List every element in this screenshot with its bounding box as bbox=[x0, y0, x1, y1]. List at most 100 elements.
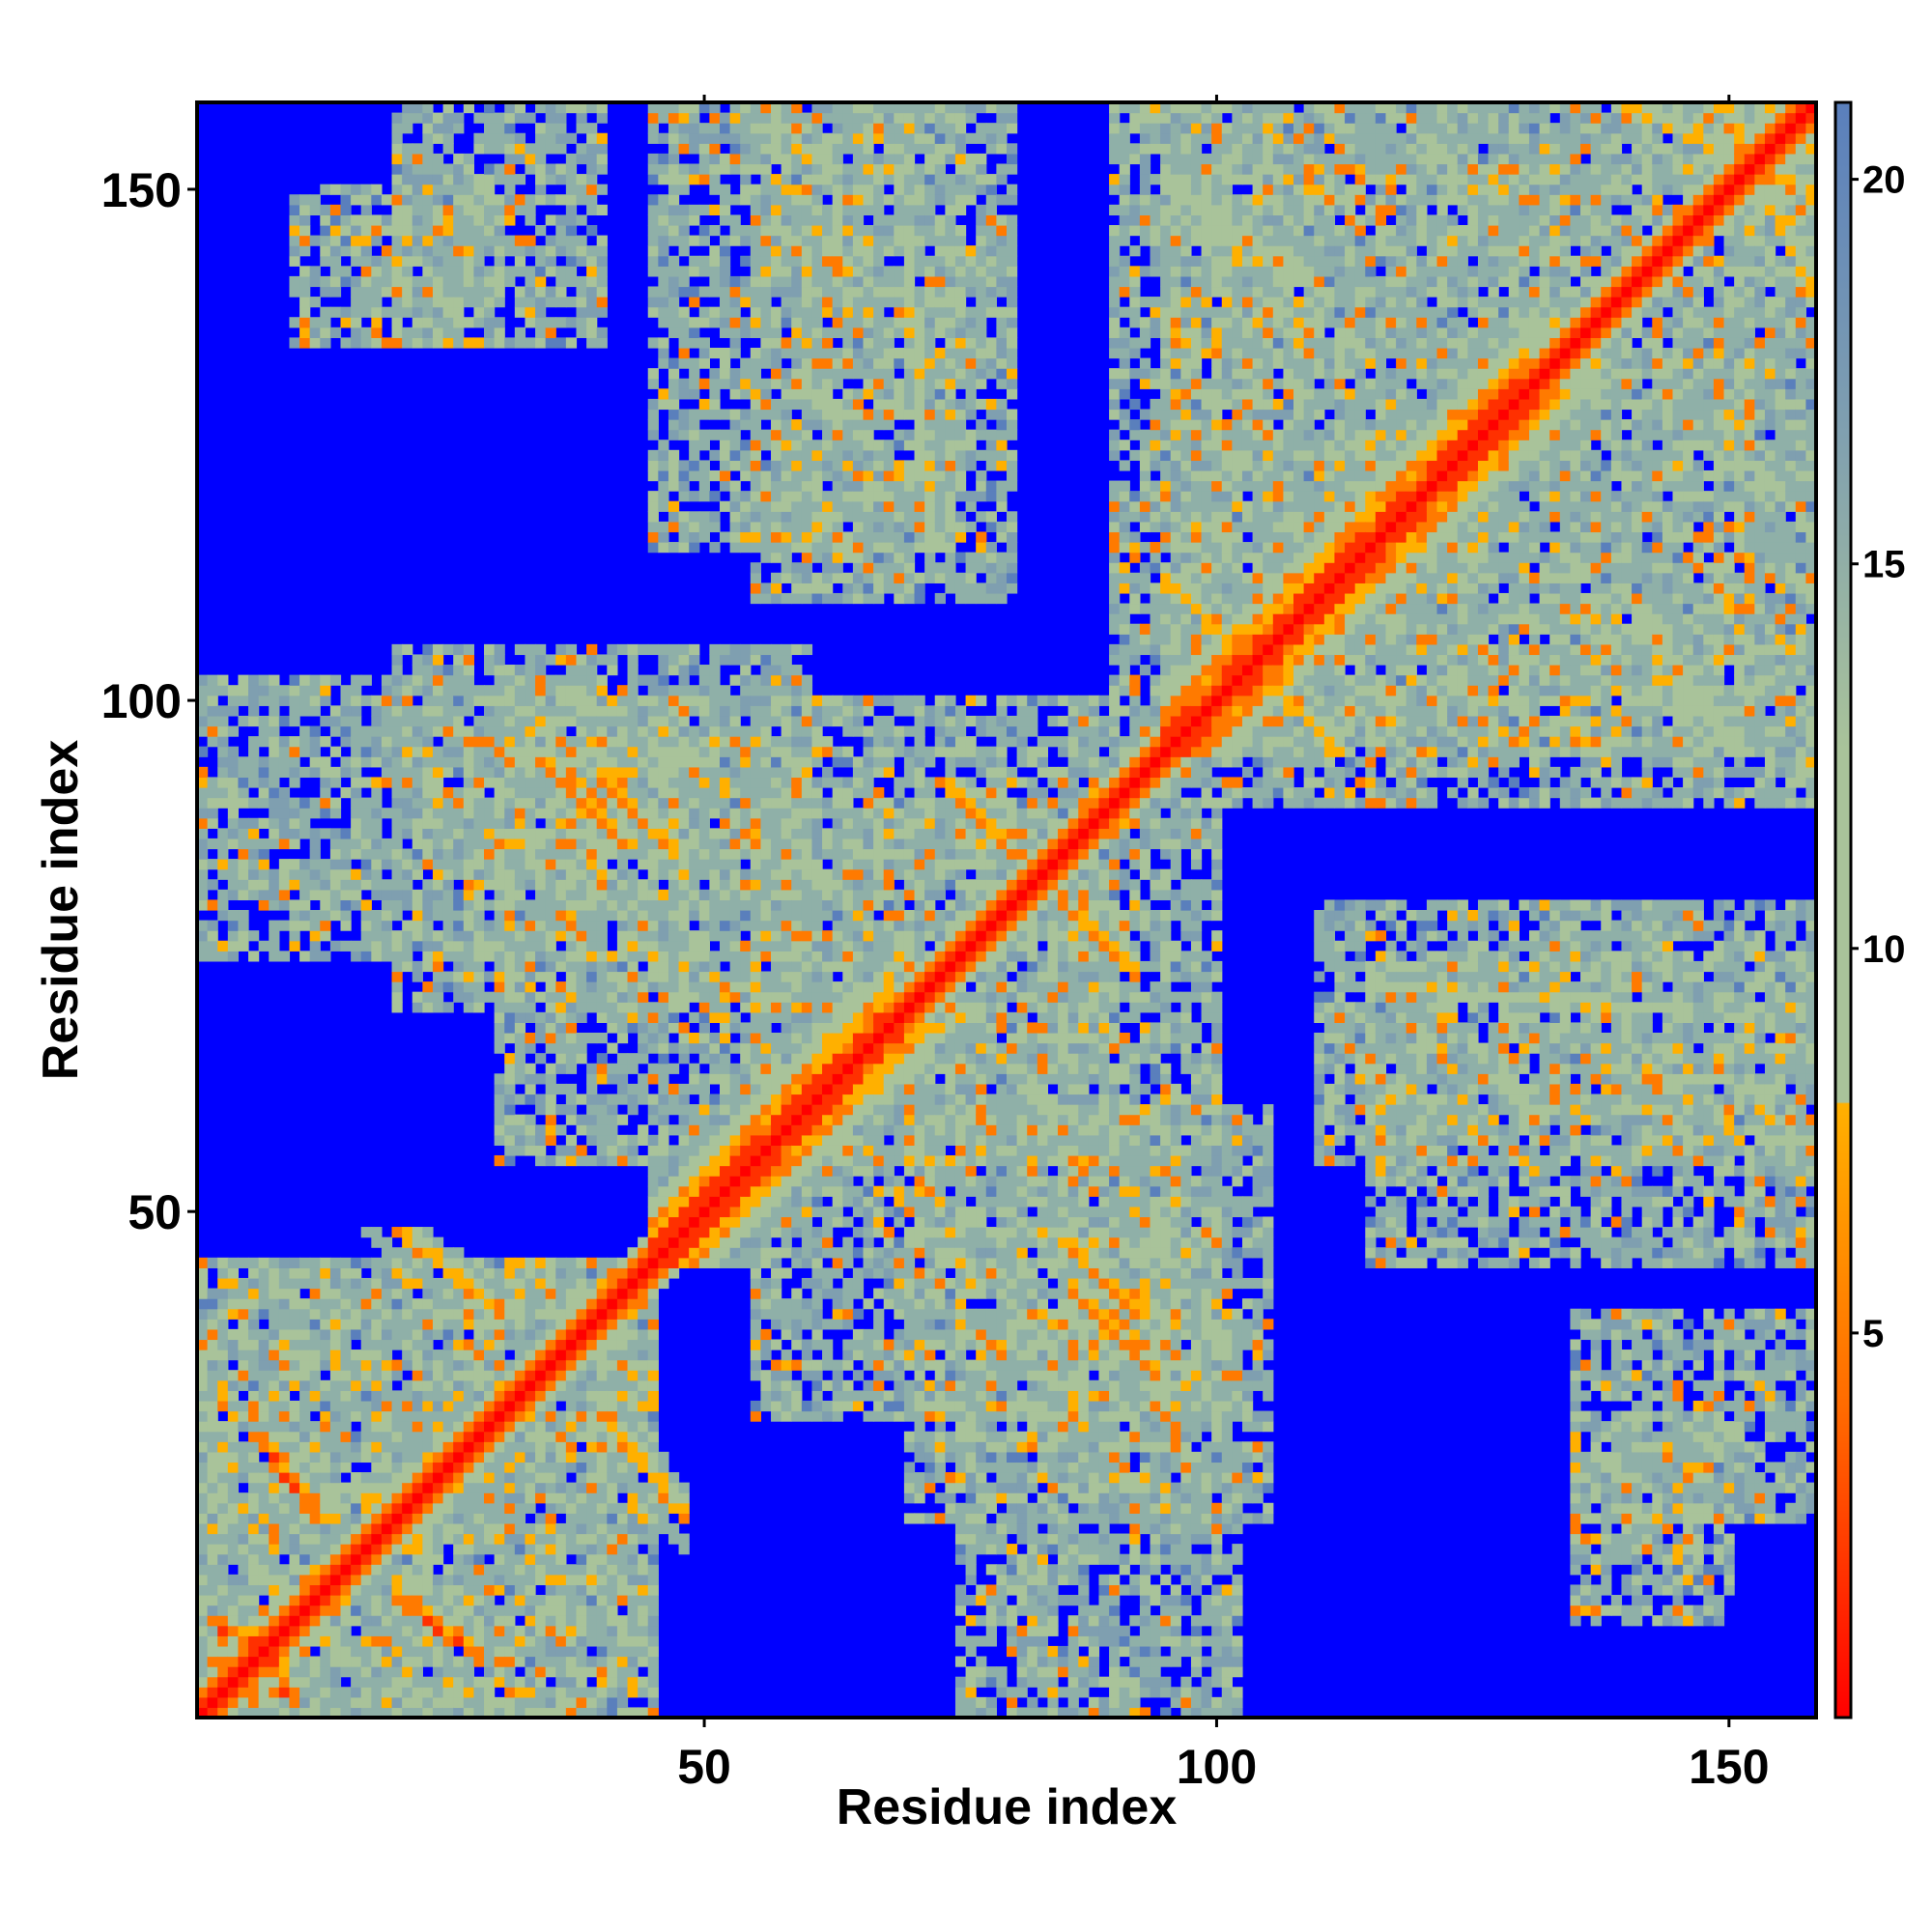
heatmap-cell bbox=[514, 1319, 526, 1330]
heatmap-cell bbox=[729, 868, 741, 880]
heatmap-cell bbox=[586, 1635, 598, 1647]
heatmap-cell bbox=[351, 1656, 362, 1667]
heatmap-cell bbox=[596, 1513, 608, 1524]
heatmap-cell bbox=[320, 777, 331, 788]
heatmap-cell bbox=[269, 951, 280, 962]
heatmap-cell bbox=[432, 224, 444, 237]
heatmap-cell bbox=[750, 102, 762, 114]
heatmap-cell bbox=[494, 910, 505, 922]
heatmap-cell bbox=[217, 1687, 229, 1698]
heatmap-cell bbox=[668, 859, 680, 870]
heatmap-cell bbox=[422, 1584, 434, 1596]
heatmap-cell bbox=[463, 1257, 475, 1268]
heatmap-cell bbox=[269, 828, 280, 839]
heatmap-cell bbox=[750, 1236, 762, 1248]
heatmap-cell bbox=[750, 123, 762, 134]
heatmap-cell bbox=[555, 1584, 567, 1596]
heatmap-cell bbox=[596, 1319, 608, 1330]
heatmap-cell bbox=[248, 705, 260, 717]
heatmap-cell bbox=[412, 153, 423, 165]
heatmap-cell bbox=[238, 1350, 249, 1361]
heatmap-cell bbox=[709, 1206, 721, 1218]
heatmap-cell bbox=[217, 1328, 229, 1341]
heatmap-cell bbox=[432, 715, 444, 727]
heatmap-cell bbox=[545, 1410, 556, 1422]
heatmap-cell bbox=[607, 1124, 618, 1136]
heatmap-cell bbox=[340, 899, 352, 911]
heatmap-cell bbox=[269, 879, 280, 891]
heatmap-cell bbox=[320, 245, 331, 257]
heatmap-cell bbox=[678, 531, 690, 543]
heatmap-cell bbox=[484, 1595, 496, 1606]
heatmap-cell bbox=[494, 808, 505, 819]
heatmap-cell bbox=[616, 1379, 629, 1391]
heatmap-cell bbox=[678, 460, 690, 471]
heatmap-cell bbox=[709, 665, 721, 676]
heatmap-cell bbox=[698, 1011, 710, 1023]
heatmap-cell bbox=[422, 184, 434, 195]
heatmap-cell bbox=[740, 940, 752, 952]
heatmap-cell bbox=[750, 725, 762, 737]
heatmap-cell bbox=[565, 879, 578, 891]
heatmap-cell bbox=[197, 859, 209, 870]
heatmap-cell bbox=[473, 991, 485, 1003]
heatmap-cell bbox=[197, 1319, 209, 1330]
heatmap-cell bbox=[248, 1645, 260, 1658]
heatmap-cell bbox=[678, 1165, 690, 1177]
heatmap-cell bbox=[391, 1645, 403, 1658]
heatmap-cell bbox=[329, 306, 342, 318]
heatmap-cell bbox=[525, 1359, 536, 1371]
heatmap-cell bbox=[340, 214, 352, 226]
heatmap-cell bbox=[545, 1277, 556, 1290]
heatmap-cell bbox=[596, 797, 608, 809]
heatmap-cell bbox=[658, 1462, 669, 1473]
heatmap-cell bbox=[289, 1308, 300, 1320]
heatmap-cell bbox=[320, 828, 331, 839]
heatmap-cell bbox=[627, 1431, 639, 1442]
heatmap-cell bbox=[668, 971, 680, 982]
heatmap-cell bbox=[360, 808, 372, 819]
heatmap-cell bbox=[760, 1370, 772, 1381]
heatmap-cell bbox=[627, 991, 639, 1003]
heatmap-cell bbox=[545, 132, 556, 144]
heatmap-cell bbox=[719, 787, 731, 799]
heatmap-cell bbox=[698, 266, 710, 277]
heatmap-cell bbox=[596, 1288, 608, 1299]
heatmap-cell bbox=[709, 102, 721, 114]
heatmap-cell bbox=[289, 920, 300, 931]
heatmap-cell bbox=[412, 1359, 423, 1371]
heatmap-cell bbox=[565, 1574, 578, 1586]
heatmap-cell bbox=[525, 1288, 536, 1299]
heatmap-cell bbox=[658, 817, 669, 829]
heatmap-cell bbox=[719, 1247, 731, 1259]
heatmap-cell bbox=[555, 695, 567, 706]
heatmap-cell bbox=[289, 245, 300, 257]
heatmap-cell bbox=[351, 838, 362, 850]
heatmap-cell bbox=[658, 808, 669, 819]
heatmap-cell bbox=[391, 1451, 403, 1463]
heatmap-cell bbox=[729, 725, 741, 737]
heatmap-cell bbox=[576, 112, 587, 124]
heatmap-cell bbox=[607, 991, 618, 1003]
heatmap-cell bbox=[269, 715, 280, 727]
heatmap-cell bbox=[258, 879, 270, 891]
heatmap-cell bbox=[494, 1390, 505, 1402]
heatmap-cell bbox=[678, 1124, 690, 1136]
heatmap-cell bbox=[545, 255, 556, 267]
heatmap-cell bbox=[729, 848, 741, 860]
heatmap-cell bbox=[289, 797, 300, 809]
heatmap-cell bbox=[442, 940, 454, 952]
heatmap-cell bbox=[719, 920, 731, 931]
heatmap-cell bbox=[576, 705, 587, 717]
heatmap-cell bbox=[555, 1410, 567, 1422]
heatmap-cell bbox=[638, 1339, 649, 1350]
heatmap-cell bbox=[207, 1595, 218, 1606]
heatmap-cell bbox=[709, 838, 721, 850]
heatmap-cell bbox=[309, 194, 321, 206]
heatmap-cell bbox=[442, 1288, 454, 1299]
heatmap-cell bbox=[391, 1308, 403, 1320]
heatmap-cell bbox=[596, 184, 608, 195]
heatmap-cell bbox=[269, 1533, 280, 1545]
heatmap-cell bbox=[668, 766, 680, 779]
heatmap-cell bbox=[740, 1154, 752, 1167]
